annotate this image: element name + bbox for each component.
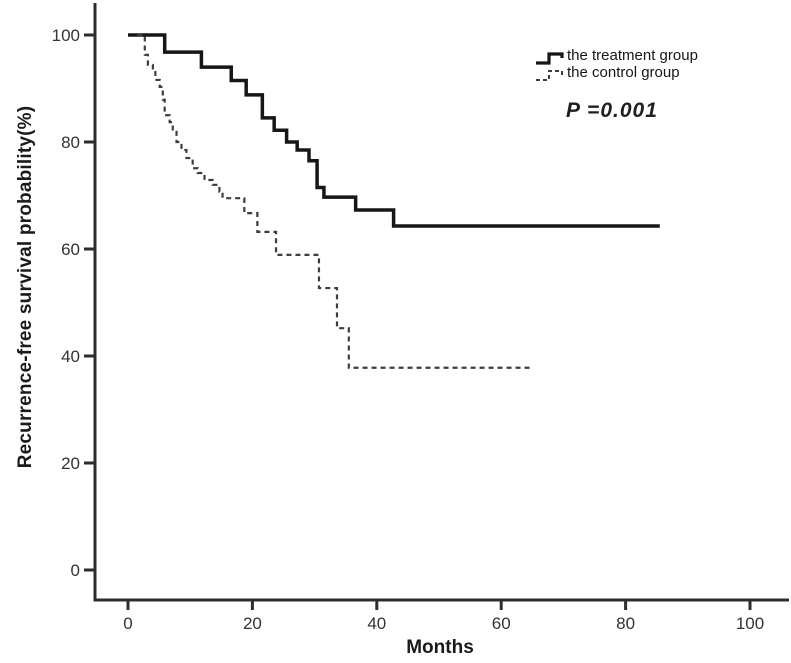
y-tick-label: 0 bbox=[71, 561, 80, 580]
x-tick-label: 20 bbox=[243, 614, 262, 633]
legend-key-control-icon bbox=[536, 70, 563, 81]
p-value-annotation: P =0.001 bbox=[566, 99, 658, 122]
legend-label-control-group: the control group bbox=[567, 64, 680, 81]
y-tick-label: 40 bbox=[61, 347, 80, 366]
x-tick-label: 80 bbox=[616, 614, 635, 633]
y-tick-label: 60 bbox=[61, 240, 80, 259]
y-tick-label: 80 bbox=[61, 133, 80, 152]
series-curve-control bbox=[137, 33, 530, 369]
y-tick-label: 100 bbox=[52, 26, 80, 45]
series-curve-treatment bbox=[128, 33, 660, 228]
x-tick-label: 100 bbox=[736, 614, 764, 633]
legend-label-treatment-group: the treatment group bbox=[567, 47, 698, 64]
x-tick-label: 40 bbox=[367, 614, 386, 633]
x-tick-label: 60 bbox=[492, 614, 511, 633]
y-tick-label: 20 bbox=[61, 454, 80, 473]
x-axis-title: Months bbox=[406, 637, 474, 658]
y-axis-title: Recurrence-free survival probability(%) bbox=[15, 105, 36, 469]
legend-key-treatment-icon bbox=[536, 52, 564, 65]
x-tick-label: 0 bbox=[123, 614, 132, 633]
